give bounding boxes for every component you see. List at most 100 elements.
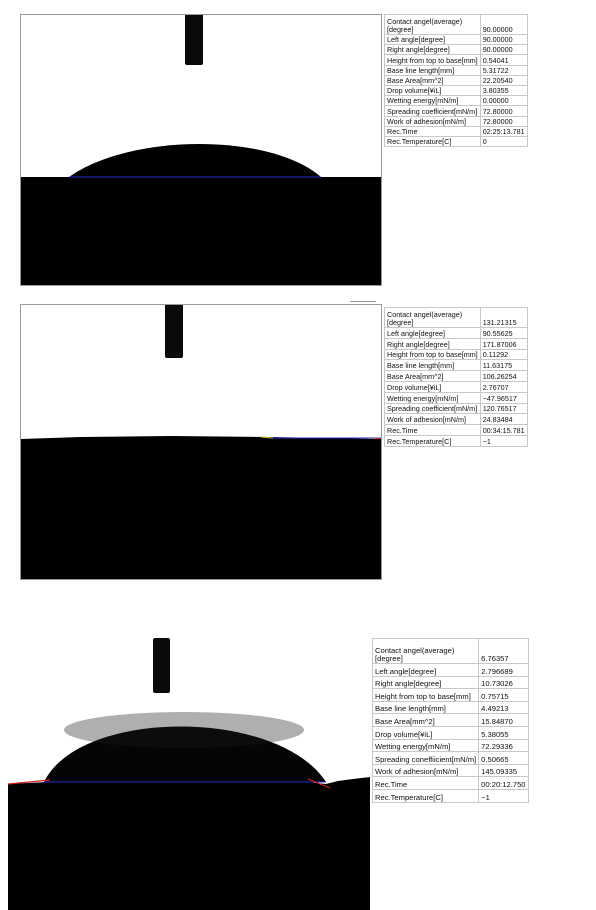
droplet-image bbox=[20, 304, 382, 580]
measurement-value: 5.31722 bbox=[479, 64, 528, 76]
measurement-label: Rec.Temperature[C] bbox=[371, 788, 480, 803]
table-row: Height from top to base[mm] 0.11292 bbox=[384, 348, 528, 361]
measurement-label: Left angle[degree] bbox=[371, 663, 480, 677]
measurement-value: 72.80000 bbox=[479, 105, 528, 117]
measurement-label: Rec.Time bbox=[384, 125, 481, 137]
measurement-value: 2.796689 bbox=[478, 663, 529, 677]
measurement-value: 90.00000 bbox=[479, 44, 528, 56]
substrate bbox=[21, 177, 381, 285]
measurement-label: Rec.Time bbox=[371, 776, 480, 790]
measurement-label: Rec.Temperature[C] bbox=[384, 135, 481, 148]
table-row: Base Area[mm^2] 106.26254 bbox=[384, 370, 528, 382]
measurement-label: Left angle[degree] bbox=[384, 33, 481, 46]
measurement-value: 24.83484 bbox=[479, 413, 528, 426]
substrate bbox=[21, 436, 381, 579]
table-row: Left angle[degree] 2.796689 bbox=[371, 663, 529, 677]
measurement-label: Contact angel(average) [degree] bbox=[384, 14, 481, 35]
table-row: Height from top to base[mm] 0.54041 bbox=[384, 54, 528, 66]
measurement-label: Wetting energy[mN/m] bbox=[384, 95, 481, 107]
table-row: Drop volume[¥iL] 3.80355 bbox=[384, 84, 528, 97]
needle bbox=[185, 15, 203, 65]
measurement-value: 106.26254 bbox=[479, 370, 528, 382]
needle bbox=[153, 638, 170, 693]
droplet-image bbox=[20, 14, 382, 286]
table-row: Left angle[degree] 90.00000 bbox=[384, 33, 528, 46]
tangent-right bbox=[260, 436, 274, 439]
table-row: Work of adhesion[mN/m] 72.80000 bbox=[384, 115, 528, 127]
measurement-value: 90.00000 bbox=[479, 14, 528, 35]
measurement-label: Base line length[mm] bbox=[384, 64, 481, 76]
measurement-value: 90.00000 bbox=[479, 33, 528, 46]
measurement-label: Drop volume[¥iL] bbox=[384, 84, 481, 97]
needle bbox=[165, 305, 183, 358]
measurement-value: −1 bbox=[479, 434, 528, 447]
measurement-label: Contact angel(average) [degree] bbox=[371, 638, 480, 664]
measurement-label: Right angle[degree] bbox=[384, 44, 481, 56]
measurement-value: 145.09335 bbox=[478, 763, 529, 778]
measurement-value: 72.80000 bbox=[479, 115, 528, 127]
table-row: Left angle[degree] 90.55625 bbox=[384, 327, 528, 339]
measurement-label: Right angle[degree] bbox=[371, 675, 480, 690]
measurement-value: 0.00000 bbox=[479, 95, 528, 107]
measurement-value: 11.63175 bbox=[479, 359, 528, 372]
measurement-value: 0.75715 bbox=[478, 688, 529, 702]
measurement-label: Height from top to base[mm] bbox=[371, 688, 480, 702]
divider bbox=[350, 301, 376, 302]
droplet bbox=[69, 144, 321, 177]
measurement-label: Wetting energy[mN/m] bbox=[384, 391, 481, 404]
measurement-value: 131.21315 bbox=[479, 307, 528, 328]
table-row: Rec.Time 00:34:15.781 bbox=[384, 424, 528, 436]
table-row: Spreading coefficient[mN/m] 72.80000 bbox=[384, 105, 528, 117]
measurement-value: 02:25:13.781 bbox=[479, 125, 528, 137]
measurement-value: −47.96517 bbox=[479, 391, 528, 404]
measurement-label: Rec.Time bbox=[384, 424, 481, 436]
measurement-table: Contact angel(average) [degree] 131.21315… bbox=[384, 307, 528, 447]
measurement-label: Drop volume[¥iL] bbox=[384, 380, 481, 393]
tangent-right bbox=[307, 778, 331, 789]
droplet-illustration bbox=[21, 15, 381, 285]
measurement-label: Spreading coneffiicient[mN/m] bbox=[371, 751, 480, 765]
droplet-illustration bbox=[21, 305, 381, 579]
measurement-value: 5.38055 bbox=[478, 725, 529, 740]
droplet-illustration bbox=[8, 638, 370, 910]
measurement-value: 4.49213 bbox=[478, 700, 529, 715]
table-row: Base line length[mm] 5.31722 bbox=[384, 64, 528, 76]
measurement-value: 0 bbox=[479, 135, 528, 148]
table-row: Wetting energy[mN/m] 72.29336 bbox=[371, 738, 529, 753]
table-row: Base Area[mm^2] 15.84870 bbox=[371, 713, 529, 727]
measurement-label: Base line length[mm] bbox=[371, 700, 480, 715]
droplet-highlight bbox=[64, 712, 304, 748]
measurement-value: −1 bbox=[478, 788, 529, 803]
table-row: Wetting energy[mN/m] 0.00000 bbox=[384, 95, 528, 107]
table-row: Rec.Temperature[C] 0 bbox=[384, 135, 528, 148]
table-row: Base line length[mm] 4.49213 bbox=[371, 700, 529, 715]
table-row: Right angle[degree] 171.87006 bbox=[384, 337, 528, 350]
table-row: Wetting energy[mN/m] −47.96517 bbox=[384, 391, 528, 404]
measurement-label: Work of adhesion[mN/m] bbox=[384, 413, 481, 426]
measurement-label: Work of adhesion[mN/m] bbox=[384, 115, 481, 127]
table-row: Height from top to base[mm] 0.75715 bbox=[371, 688, 529, 702]
measurement-value: 3.80355 bbox=[479, 84, 528, 97]
measurement-value: 72.29336 bbox=[478, 738, 529, 753]
measurement-table: Contact angel(average) [degree] 90.00000 L… bbox=[384, 14, 528, 148]
table-row: Base line length[mm] 11.63175 bbox=[384, 359, 528, 372]
table-row: Contact angel(average) [degree] 131.21315 bbox=[384, 307, 528, 328]
measurement-label: Spreading coefficient[mN/m] bbox=[384, 402, 481, 415]
measurement-label: Drop volume[¥iL] bbox=[371, 725, 480, 740]
measurement-table: Contact angel(average) [degree] 6.76357 Le… bbox=[371, 638, 529, 803]
measurement-value: 2.76707 bbox=[479, 380, 528, 393]
tangent-left bbox=[372, 437, 381, 440]
measurement-value: 0.50665 bbox=[478, 751, 529, 765]
measurement-value: 90.55625 bbox=[479, 327, 528, 339]
measurement-label: Base Area[mm^2] bbox=[371, 713, 480, 727]
table-row: Work of adhesion[mN/m] 145.09335 bbox=[371, 763, 529, 778]
droplet bbox=[44, 726, 326, 782]
measurement-value: 6.76357 bbox=[478, 638, 529, 664]
measurement-value: 171.87006 bbox=[479, 337, 528, 350]
measurement-label: Height from top to base[mm] bbox=[384, 348, 481, 361]
measurement-label: Right angle[degree] bbox=[384, 337, 481, 350]
measurement-value: 10.73026 bbox=[478, 675, 529, 690]
table-row: Rec.Time 02:25:13.781 bbox=[384, 125, 528, 137]
measurement-label: Height from top to base[mm] bbox=[384, 54, 481, 66]
table-row: Right angle[degree] 90.00000 bbox=[384, 44, 528, 56]
